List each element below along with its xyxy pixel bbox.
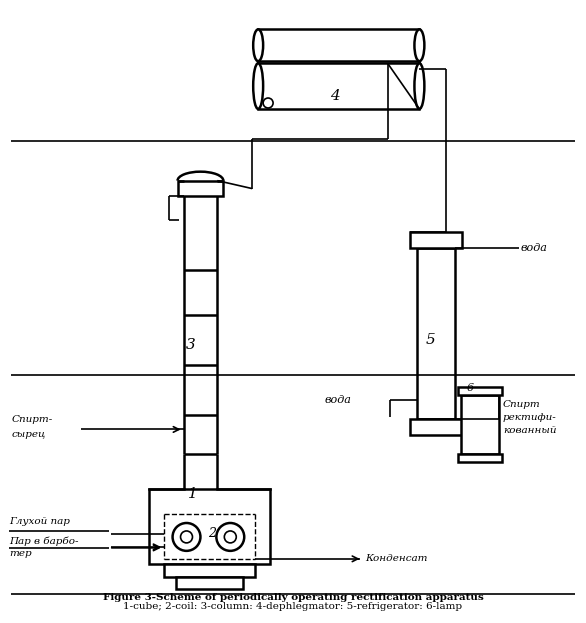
- Bar: [149, 489, 270, 564]
- Text: Пар в барбо-: Пар в барбо-: [9, 536, 79, 546]
- Text: 4: 4: [330, 89, 340, 103]
- Text: Спирт-: Спирт-: [11, 415, 53, 424]
- Bar: [163, 564, 255, 577]
- Text: Спирт: Спирт: [503, 400, 541, 409]
- Bar: [178, 181, 223, 196]
- Text: кованный: кованный: [503, 426, 557, 435]
- Text: Конденсат: Конденсат: [364, 554, 427, 563]
- Text: 1-cube; 2-coil: 3-column: 4-dephlegmator: 5-refrigerator: 6-lamp: 1-cube; 2-coil: 3-column: 4-dephlegmator…: [124, 602, 462, 611]
- Ellipse shape: [253, 63, 263, 109]
- Bar: [458, 387, 502, 394]
- Bar: [258, 29, 420, 61]
- Bar: [461, 394, 499, 454]
- Ellipse shape: [414, 29, 424, 61]
- Bar: [458, 454, 502, 462]
- Text: тер: тер: [9, 549, 32, 558]
- Bar: [417, 249, 455, 419]
- Bar: [258, 63, 420, 109]
- Ellipse shape: [414, 63, 424, 109]
- Bar: [410, 232, 462, 249]
- Text: Глухой пар: Глухой пар: [9, 516, 70, 526]
- Text: 5: 5: [425, 333, 435, 347]
- Text: 3: 3: [186, 338, 195, 352]
- Text: 6: 6: [466, 383, 473, 392]
- Bar: [410, 419, 462, 435]
- Text: 1: 1: [188, 487, 197, 501]
- Bar: [176, 577, 243, 589]
- Text: вода: вода: [521, 244, 548, 254]
- Text: Figure 3-Scheme of periodically operating rectification apparatus: Figure 3-Scheme of periodically operatin…: [103, 592, 483, 602]
- Text: сырец: сырец: [11, 430, 46, 439]
- Ellipse shape: [253, 29, 263, 61]
- Text: 2: 2: [209, 528, 216, 540]
- Text: ректифи-: ректифи-: [503, 413, 557, 422]
- Text: вода: вода: [325, 394, 352, 404]
